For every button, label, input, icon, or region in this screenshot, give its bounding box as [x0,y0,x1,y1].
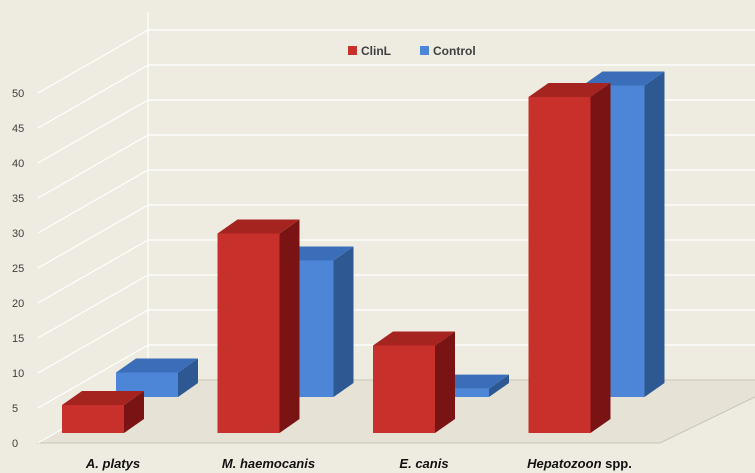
gridline-side [37,134,149,199]
clinl-bar [217,219,300,433]
x-tick-label-part: Hepatozoon [527,456,601,471]
y-tick-label: 40 [12,158,24,170]
y-tick-label: 20 [12,298,24,310]
bar-front [373,345,435,433]
bar-side [489,374,509,397]
legend-label: ClinL [361,44,391,58]
gridline-side [37,64,149,129]
bar-top [116,358,198,373]
x-tick-label-part: A. platys [85,456,140,471]
x-tick-label-part: spp. [602,456,632,471]
bar-side [333,246,354,397]
y-tick-label: 35 [12,193,24,205]
gridline-side [37,99,149,164]
x-tick-label-part: M. haemocanis [222,456,315,471]
clinl-bar [373,331,455,433]
bar-side [178,358,198,397]
bar-top [528,83,611,97]
x-tick-label: M. haemocanis [222,456,315,471]
legend-label: Control [433,44,476,58]
gridline-side [37,239,149,304]
clinl-bar [528,83,611,433]
y-tick-label: 45 [12,123,24,135]
legend-swatch [348,46,357,55]
bar-side [279,219,300,433]
legend: ClinL Control [348,44,476,58]
y-tick-label: 10 [12,368,24,380]
bar-top [582,71,665,86]
bar-front [528,97,591,433]
x-tick-label-part: E. canis [399,456,448,471]
bar-front [217,233,280,433]
x-tick-label: E. canis [399,456,448,471]
bar-top [62,391,144,405]
gridline-side [37,169,149,234]
gridline-side [37,29,149,94]
bar-side [590,83,611,433]
y-tick-label: 25 [12,263,24,275]
clinl-bar [62,391,144,433]
bar-front [427,388,489,397]
x-tick-label: A. platys [85,456,140,471]
bar-side [435,331,455,433]
gridline-side [37,204,149,269]
y-tick-label: 5 [12,403,18,415]
y-tick-label: 50 [12,88,24,100]
bar-side [644,71,665,397]
y-tick-label: 0 [12,438,18,450]
gridline-side [37,344,149,409]
y-tick-label: 15 [12,333,24,345]
bar-front [62,405,124,433]
control-bar [116,358,198,397]
gridline-side [37,309,149,374]
bar-top [217,219,300,234]
bar-top [373,331,455,346]
y-tick-label: 30 [12,228,24,240]
gridline-side [37,274,149,339]
x-tick-label: Hepatozoon spp. [527,456,632,471]
legend-swatch [420,46,429,55]
